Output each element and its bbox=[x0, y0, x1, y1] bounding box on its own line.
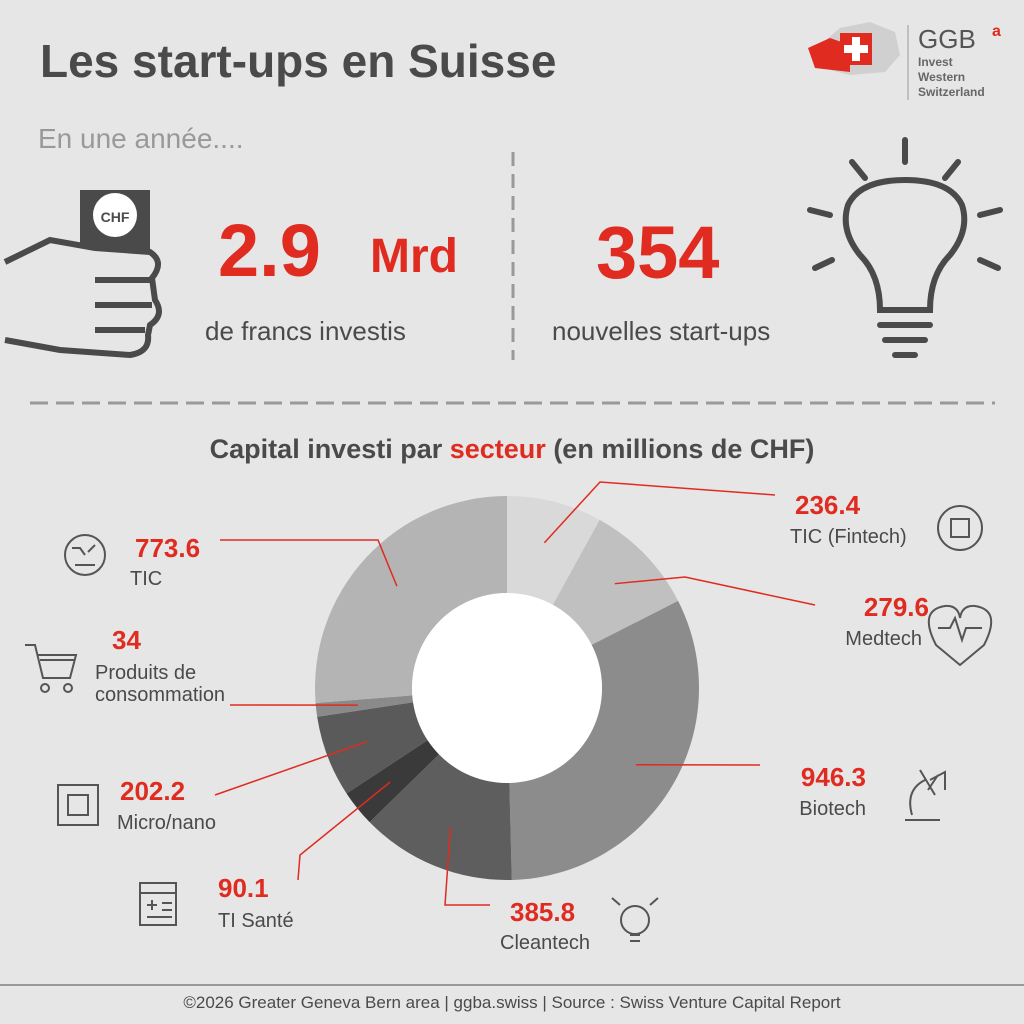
leader-line bbox=[214, 740, 368, 796]
value-label: 90.1 bbox=[218, 873, 269, 903]
logo-name: GGB bbox=[918, 24, 976, 54]
category-label: Produits de consommation bbox=[95, 662, 226, 706]
logo-line: Western bbox=[918, 70, 965, 84]
donut-slice bbox=[369, 754, 512, 880]
category-label: Micro/nano bbox=[117, 812, 216, 834]
chart-title-part: (en millions de CHF) bbox=[546, 434, 815, 464]
startups-value: 354 bbox=[596, 211, 719, 294]
donut-hole bbox=[412, 593, 602, 783]
donut-slice bbox=[552, 519, 679, 645]
logo: GGB a Invest Western Switzerland bbox=[808, 22, 1001, 100]
value-label: 279.6 bbox=[863, 592, 929, 622]
donut-slice bbox=[315, 695, 414, 717]
donut bbox=[214, 481, 816, 906]
donut-slice bbox=[315, 496, 507, 703]
invest-value: 2.9 bbox=[218, 209, 321, 292]
category-label: Biotech bbox=[799, 798, 866, 820]
leader-line bbox=[543, 481, 776, 544]
hand-icon: CHF bbox=[3, 190, 162, 359]
leader-line bbox=[220, 539, 398, 587]
value-label: 773.6 bbox=[135, 533, 201, 563]
chart-title-part: Capital investi par bbox=[210, 434, 450, 464]
logo-line: Switzerland bbox=[918, 85, 985, 99]
category-label: Cleantech bbox=[500, 932, 591, 954]
bulb-icon bbox=[807, 137, 1003, 358]
invest-unit: Mrd bbox=[370, 230, 458, 283]
value-label: 385.8 bbox=[510, 897, 576, 927]
leader-line bbox=[444, 826, 490, 906]
category-label: TI Santé bbox=[218, 910, 294, 932]
intro: En une année.... bbox=[38, 123, 244, 154]
value-label: 946.3 bbox=[800, 762, 866, 792]
bill-label: CHF bbox=[101, 209, 130, 225]
value-label: 34 bbox=[112, 625, 141, 655]
sector-icons bbox=[25, 505, 993, 942]
category-label: TIC bbox=[130, 568, 163, 590]
value-label: 236.4 bbox=[795, 490, 861, 520]
donut-slice bbox=[346, 740, 440, 823]
category-label: TIC (Fintech) bbox=[790, 526, 907, 548]
chart-title-highlight: secteur bbox=[450, 434, 547, 464]
donut-slice bbox=[509, 600, 699, 880]
invest-label: de francs investis bbox=[205, 316, 406, 346]
footer: ©2026 Greater Geneva Bern area | ggba.sw… bbox=[183, 993, 841, 1012]
startups-label: nouvelles start-ups bbox=[552, 316, 770, 346]
value-label: 202.2 bbox=[120, 776, 186, 806]
leader-line bbox=[614, 576, 816, 606]
donut-slice bbox=[507, 496, 600, 605]
logo-sup: a bbox=[992, 23, 1001, 40]
title: Les start-ups en Suisse bbox=[40, 35, 556, 87]
leader-line bbox=[297, 781, 391, 881]
category-label: Medtech bbox=[845, 628, 922, 650]
donut-slice bbox=[317, 702, 428, 794]
chart-title: Capital investi par secteur (en millions… bbox=[210, 434, 815, 464]
logo-line: Invest bbox=[918, 55, 953, 69]
